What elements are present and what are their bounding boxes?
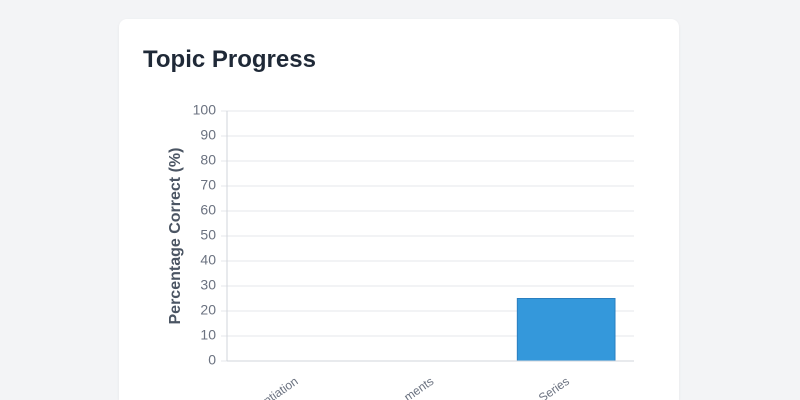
y-tick-label: 30 [200, 277, 216, 293]
x-tick-label: ments [401, 374, 436, 400]
y-axis-label: Percentage Correct (%) [167, 148, 184, 325]
x-tick-label: ntiation [261, 374, 301, 400]
y-tick-label: 20 [200, 302, 216, 318]
y-tick-label: 80 [200, 152, 216, 168]
y-tick-label: 60 [200, 202, 216, 218]
y-tick-label: 10 [200, 327, 216, 343]
y-tick-label: 70 [200, 177, 216, 193]
y-tick-label: 50 [200, 227, 216, 243]
chart-title: Topic Progress [143, 46, 316, 73]
y-tick-label: 90 [200, 127, 216, 143]
y-tick-label: 0 [208, 352, 216, 368]
x-tick-label: Series [536, 374, 572, 400]
y-tick-label: 40 [200, 252, 216, 268]
bar [516, 298, 616, 362]
y-tick-label: 100 [193, 102, 217, 118]
